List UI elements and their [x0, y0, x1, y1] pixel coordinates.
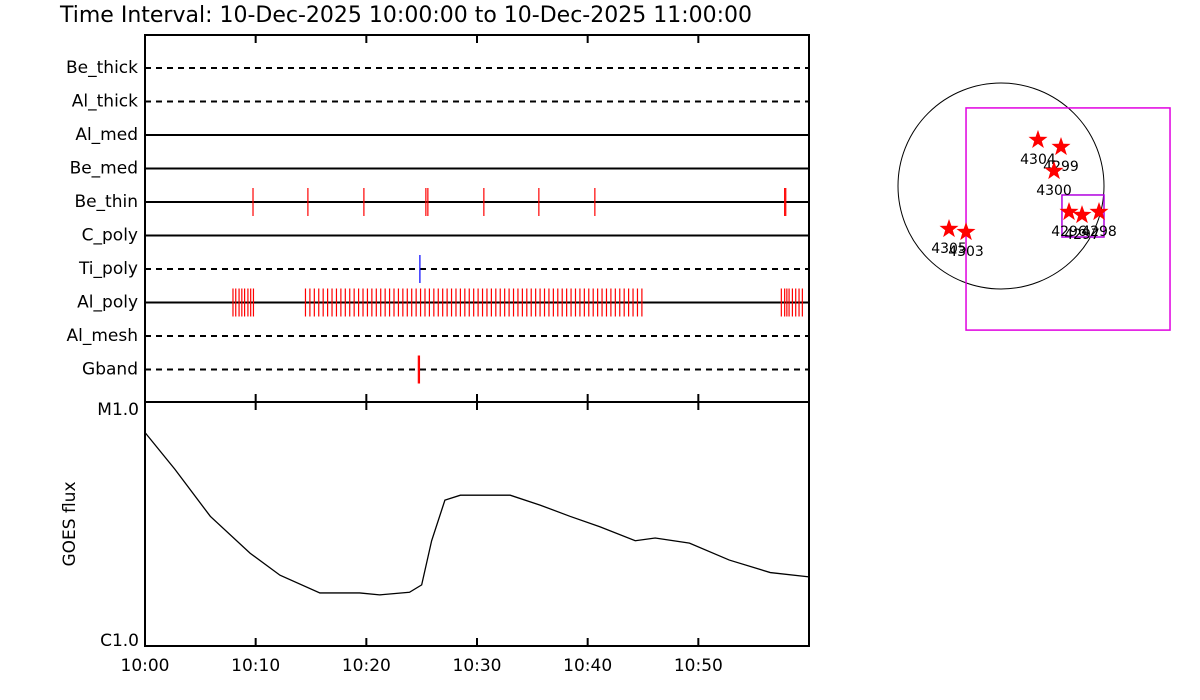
filter-label: Be_thin — [74, 192, 138, 212]
filter-label: Ti_poly — [78, 259, 138, 279]
x-tick-label: 10:30 — [453, 656, 502, 676]
filter-label: C_poly — [82, 226, 138, 246]
region-label: 4300 — [1036, 183, 1072, 199]
filter-label: Gband — [82, 360, 138, 380]
fov-box — [1061, 194, 1105, 238]
region-star — [1028, 129, 1048, 148]
region-star — [1089, 202, 1109, 221]
region-star — [1051, 137, 1071, 156]
goes-curve — [144, 432, 810, 596]
y-tick-label: C1.0 — [100, 631, 139, 651]
region-label: 4305 — [931, 241, 967, 257]
x-tick-label: 10:40 — [563, 656, 612, 676]
y-tick-label: M1.0 — [97, 400, 139, 420]
fov-box — [965, 107, 1171, 331]
x-tick-label: 10:20 — [342, 656, 391, 676]
filter-label: Al_med — [75, 125, 138, 145]
y-axis-label: GOES flux — [60, 481, 80, 566]
region-label: 4296 — [1051, 224, 1087, 240]
x-tick-label: 10:50 — [674, 656, 723, 676]
panel-frame — [144, 34, 810, 403]
panel-frame — [144, 401, 810, 647]
region-star — [939, 219, 959, 238]
filter-label: Be_thick — [66, 58, 138, 78]
solar-limb — [897, 82, 1105, 290]
region-label: 4298 — [1081, 224, 1117, 240]
region-star — [1072, 205, 1092, 224]
region-label: 4303 — [948, 244, 984, 260]
filter-label: Al_thick — [72, 92, 138, 112]
region-label: 4299 — [1043, 159, 1079, 175]
chart-title: Time Interval: 10-Dec-2025 10:00:00 to 1… — [59, 3, 752, 28]
x-tick-label: 10:00 — [121, 656, 170, 676]
region-star — [956, 222, 976, 241]
region-star — [1044, 161, 1064, 180]
region-star — [1059, 202, 1079, 221]
filter-label: Al_poly — [77, 293, 138, 313]
region-label: 4304 — [1020, 152, 1056, 168]
filter-label: Be_med — [70, 159, 138, 179]
region-label: 4297 — [1064, 227, 1100, 243]
x-tick-label: 10:10 — [231, 656, 280, 676]
filter-label: Al_mesh — [66, 326, 138, 346]
